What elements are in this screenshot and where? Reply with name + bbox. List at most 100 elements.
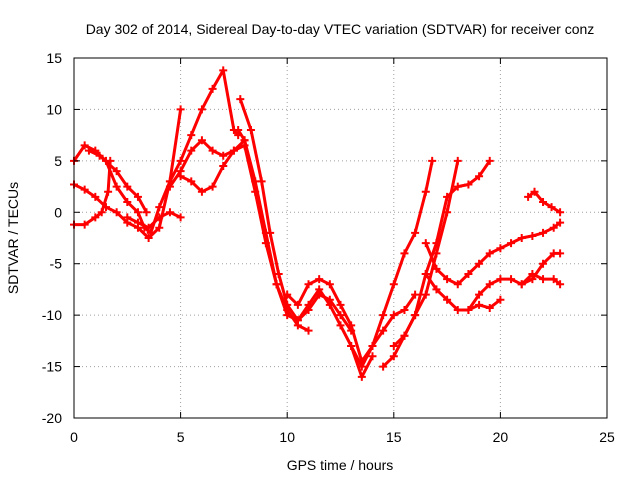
- data-point-marker: [524, 192, 533, 201]
- y-tick-label: -10: [42, 307, 62, 323]
- data-point-marker: [411, 311, 420, 320]
- plot-frame: [73, 57, 608, 419]
- data-point-marker: [133, 218, 142, 227]
- data-point-marker: [530, 187, 539, 196]
- x-tick-label: 10: [279, 429, 295, 445]
- data-point-marker: [257, 177, 266, 186]
- data-point-marker: [91, 213, 100, 222]
- data-point-marker: [549, 275, 558, 284]
- data-point-marker: [421, 239, 430, 248]
- data-point-marker: [84, 146, 93, 155]
- data-point-marker: [443, 192, 452, 201]
- data-point-marker: [219, 66, 228, 75]
- data-point-marker: [325, 280, 334, 289]
- y-tick-label: 10: [46, 101, 62, 117]
- data-point-marker: [411, 228, 420, 237]
- data-point-marker: [176, 213, 185, 222]
- data-point-marker: [246, 126, 255, 134]
- data-point-marker: [453, 156, 462, 165]
- data-point-marker: [144, 223, 153, 232]
- data-point-marker: [155, 223, 164, 232]
- plot-area: [70, 66, 565, 381]
- data-point-marker: [283, 300, 292, 309]
- data-point-marker: [368, 352, 377, 361]
- y-tick-label: -20: [42, 410, 62, 426]
- data-point-marker: [197, 187, 206, 196]
- data-point-marker: [80, 185, 89, 194]
- data-point-marker: [112, 208, 121, 217]
- data-point-marker: [208, 146, 217, 155]
- data-point-marker: [176, 156, 185, 165]
- data-point-marker: [528, 231, 537, 240]
- data-point-marker: [347, 342, 356, 350]
- series-sat-track-16: [466, 272, 562, 312]
- data-point-marker: [421, 290, 430, 299]
- y-tick-label: 5: [54, 153, 62, 169]
- data-point-marker: [400, 249, 409, 258]
- data-point-marker: [475, 300, 484, 309]
- data-point-marker: [389, 342, 398, 350]
- data-point-marker: [421, 270, 430, 278]
- x-tick-label: 25: [599, 429, 615, 445]
- data-point-marker: [432, 285, 441, 294]
- y-tick-label: 15: [46, 50, 62, 66]
- data-point-marker: [208, 84, 217, 93]
- data-point-marker: [240, 136, 249, 145]
- data-point-marker: [187, 177, 196, 186]
- data-point-marker: [347, 321, 356, 330]
- data-point-marker: [357, 372, 366, 381]
- data-point-marker: [176, 105, 185, 114]
- data-point-marker: [547, 203, 556, 212]
- data-point-marker: [400, 331, 409, 340]
- y-tick-label: 0: [54, 204, 62, 220]
- data-point-marker: [123, 213, 132, 222]
- data-point-marker: [336, 311, 345, 320]
- data-point-marker: [187, 146, 196, 155]
- data-point-marker: [389, 280, 398, 289]
- data-point-marker: [411, 290, 420, 299]
- data-point-marker: [234, 126, 243, 134]
- data-point-marker: [165, 182, 174, 191]
- data-point-marker: [556, 218, 565, 227]
- data-point-marker: [283, 290, 292, 299]
- x-tick-label: 5: [177, 429, 185, 445]
- data-point-marker: [357, 362, 366, 371]
- data-point-marker: [208, 182, 217, 191]
- data-point-marker: [155, 213, 164, 222]
- data-point-marker: [464, 270, 473, 278]
- data-point-marker: [133, 208, 142, 217]
- series-sat-track-9: [238, 97, 353, 333]
- data-point-marker: [443, 295, 452, 304]
- data-point-marker: [304, 326, 313, 335]
- data-point-marker: [389, 352, 398, 361]
- data-point-marker: [517, 234, 526, 242]
- data-point-marker: [517, 280, 526, 289]
- data-point-marker: [293, 316, 302, 325]
- data-point-marker: [176, 172, 185, 181]
- y-tick-label: -15: [42, 359, 62, 375]
- data-point-marker: [304, 306, 313, 314]
- data-point-marker: [528, 275, 537, 284]
- data-point-marker: [165, 208, 174, 217]
- data-point-marker: [123, 182, 132, 191]
- data-point-marker: [464, 306, 473, 314]
- data-point-marker: [187, 131, 196, 140]
- data-point-marker: [556, 208, 565, 217]
- data-point-marker: [304, 280, 313, 289]
- data-point-marker: [325, 295, 334, 304]
- data-point-marker: [432, 264, 441, 273]
- data-point-marker: [315, 275, 324, 284]
- chart-title: Day 302 of 2014, Sidereal Day-to-day VTE…: [86, 21, 595, 37]
- data-point-marker: [453, 280, 462, 289]
- data-point-marker: [95, 151, 104, 160]
- x-tick-label: 15: [386, 429, 402, 445]
- data-point-marker: [379, 362, 388, 371]
- data-point-marker: [315, 290, 324, 299]
- series-sat-track-12: [381, 159, 460, 369]
- data-point-marker: [274, 270, 283, 278]
- data-point-marker: [485, 156, 494, 165]
- data-point-marker: [133, 192, 142, 201]
- data-point-marker: [144, 234, 153, 242]
- x-axis-label: GPS time / hours: [287, 457, 394, 473]
